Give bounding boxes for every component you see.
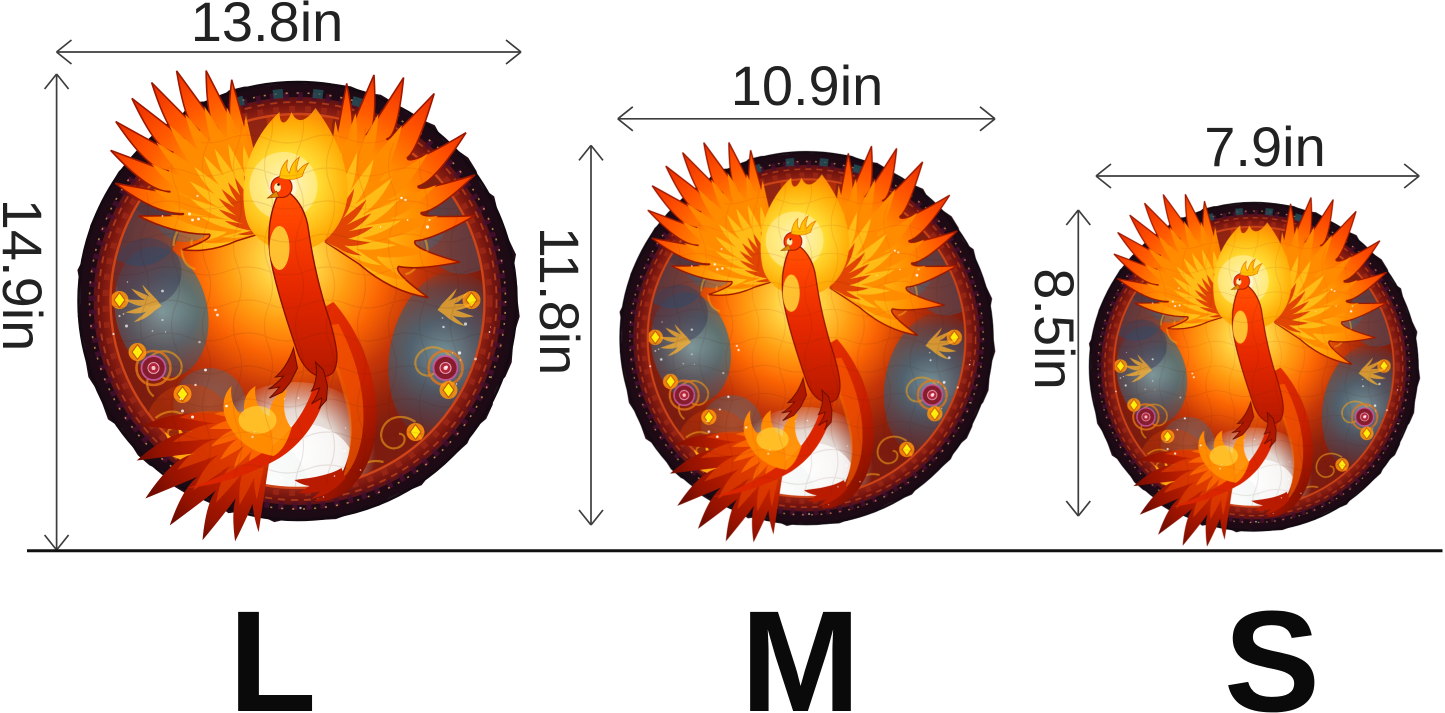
svg-text:11.8in: 11.8in [528,227,591,375]
svg-text:8.5in: 8.5in [1023,268,1086,389]
svg-text:S: S [1224,581,1320,713]
svg-text:L: L [229,581,317,713]
svg-text:13.8in: 13.8in [191,0,344,53]
svg-text:14.9in: 14.9in [0,199,54,352]
svg-text:7.9in: 7.9in [1204,115,1325,178]
svg-text:10.9in: 10.9in [731,54,884,117]
svg-text:M: M [741,581,861,713]
